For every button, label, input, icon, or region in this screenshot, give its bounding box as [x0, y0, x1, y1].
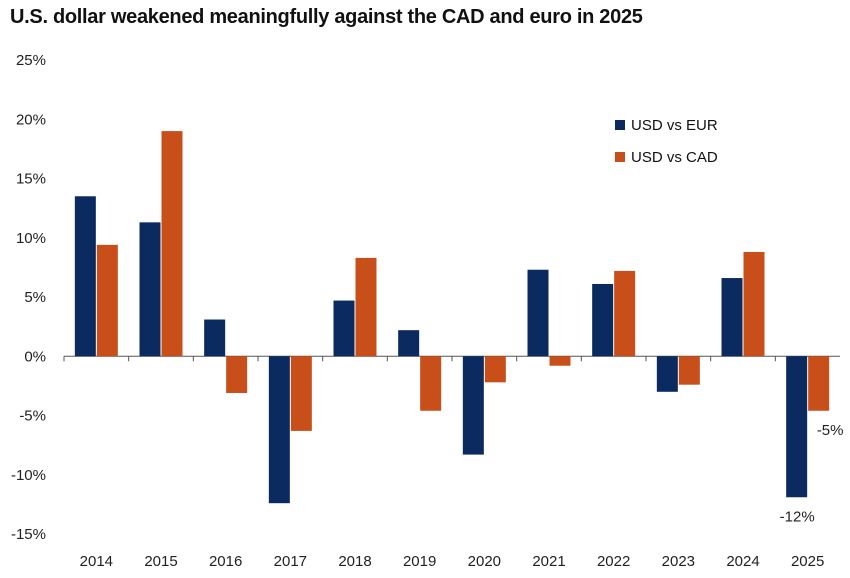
bar-usd-eur-2015	[139, 222, 161, 357]
legend-label: USD vs EUR	[631, 117, 718, 134]
bar-usd-eur-2019	[398, 330, 420, 357]
x-tick-label: 2017	[274, 553, 307, 570]
bar-usd-cad-2021	[549, 356, 571, 366]
x-tick-label: 2015	[144, 553, 177, 570]
bar-usd-cad-2015	[161, 131, 183, 357]
x-tick-label: 2019	[403, 553, 436, 570]
x-tick-label: 2022	[597, 553, 630, 570]
bar-usd-eur-2022	[592, 283, 614, 357]
bar-usd-cad-2018	[355, 257, 377, 357]
y-tick-label: -15%	[11, 526, 46, 543]
data-label: -12%	[780, 508, 815, 525]
x-tick-label: 2014	[80, 553, 113, 570]
y-tick-label: -5%	[19, 408, 46, 425]
x-tick-label: 2021	[532, 553, 565, 570]
legend-swatch	[615, 120, 625, 130]
bar-usd-eur-2020	[462, 356, 484, 455]
y-tick-label: -10%	[11, 467, 46, 484]
bar-usd-cad-2023	[678, 356, 700, 385]
bar-usd-cad-2024	[743, 251, 765, 357]
bar-usd-cad-2019	[420, 356, 442, 411]
x-tick-label: 2020	[468, 553, 501, 570]
bar-usd-eur-2014	[74, 196, 96, 357]
x-tick-label: 2025	[791, 553, 824, 570]
bar-usd-eur-2024	[721, 278, 743, 357]
y-tick-label: 15%	[16, 171, 46, 188]
bar-usd-eur-2025	[786, 356, 808, 498]
y-tick-label: 5%	[24, 289, 46, 306]
bar-usd-cad-2025	[808, 356, 830, 411]
data-label: -5%	[817, 422, 844, 439]
bar-usd-cad-2017	[290, 356, 312, 431]
bar-usd-cad-2014	[96, 244, 118, 357]
legend-label: USD vs CAD	[631, 149, 718, 166]
y-tick-label: 0%	[24, 348, 46, 365]
y-tick-label: 20%	[16, 111, 46, 128]
chart-title: U.S. dollar weakened meaningfully agains…	[10, 6, 643, 28]
legend-swatch	[615, 152, 625, 162]
bar-usd-eur-2017	[268, 356, 290, 504]
x-tick-label: 2016	[209, 553, 242, 570]
bar-usd-cad-2020	[484, 356, 506, 383]
bar-usd-eur-2023	[656, 356, 678, 392]
bar-usd-eur-2021	[527, 269, 549, 357]
x-tick-label: 2018	[338, 553, 371, 570]
bar-usd-eur-2016	[204, 319, 226, 357]
bar-usd-cad-2016	[226, 356, 248, 393]
x-tick-label: 2023	[662, 553, 695, 570]
y-tick-label: 25%	[16, 52, 46, 69]
bar-usd-eur-2018	[333, 300, 355, 357]
y-tick-label: 10%	[16, 230, 46, 247]
bar-usd-cad-2022	[614, 270, 636, 357]
x-tick-label: 2024	[726, 553, 759, 570]
